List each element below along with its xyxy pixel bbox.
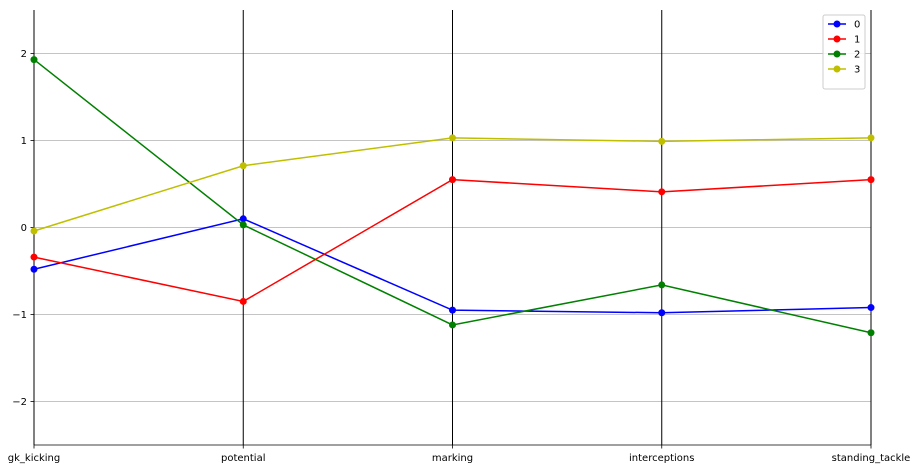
data-point xyxy=(30,56,38,64)
data-point xyxy=(30,253,38,261)
legend-label: 3 xyxy=(854,65,860,76)
data-point xyxy=(658,309,666,317)
data-point xyxy=(449,176,456,184)
legend-label: 1 xyxy=(854,35,860,46)
x-tick-label: interceptions xyxy=(629,453,694,464)
data-point xyxy=(30,227,38,235)
legend-label: 2 xyxy=(854,50,860,61)
legend-swatch-marker xyxy=(833,20,841,28)
series-3 xyxy=(30,134,875,235)
x-tick-label: potential xyxy=(221,453,265,464)
x-tick-label: marking xyxy=(432,453,473,464)
x-tick-label: gk_kicking xyxy=(8,453,60,464)
data-point xyxy=(867,304,875,312)
series-2 xyxy=(30,56,875,337)
data-point xyxy=(867,134,875,142)
data-point xyxy=(239,162,247,170)
legend-label: 0 xyxy=(854,20,860,31)
data-point xyxy=(449,134,456,142)
legend-box xyxy=(822,14,866,90)
y-tick-label: 1 xyxy=(21,136,27,147)
legend-swatch-marker xyxy=(833,50,841,58)
data-point xyxy=(239,221,247,229)
data-point xyxy=(658,137,666,145)
data-point xyxy=(658,281,666,289)
series-1 xyxy=(30,176,875,305)
data-point xyxy=(449,321,456,329)
y-tick-label: −1 xyxy=(12,310,27,321)
data-point xyxy=(867,329,875,337)
data-point xyxy=(30,265,38,273)
data-point xyxy=(239,297,247,305)
x-tick-label: standing_tackle xyxy=(832,453,911,464)
legend-swatch-marker xyxy=(833,35,841,43)
data-point xyxy=(867,176,875,184)
series-0 xyxy=(30,215,875,317)
data-point xyxy=(449,306,456,314)
legend-swatch-marker xyxy=(833,65,841,73)
data-point xyxy=(658,188,666,196)
data-point xyxy=(239,215,247,223)
y-tick-label: −2 xyxy=(12,397,27,408)
y-tick-label: 0 xyxy=(21,223,27,234)
y-tick-label: 2 xyxy=(21,49,27,60)
